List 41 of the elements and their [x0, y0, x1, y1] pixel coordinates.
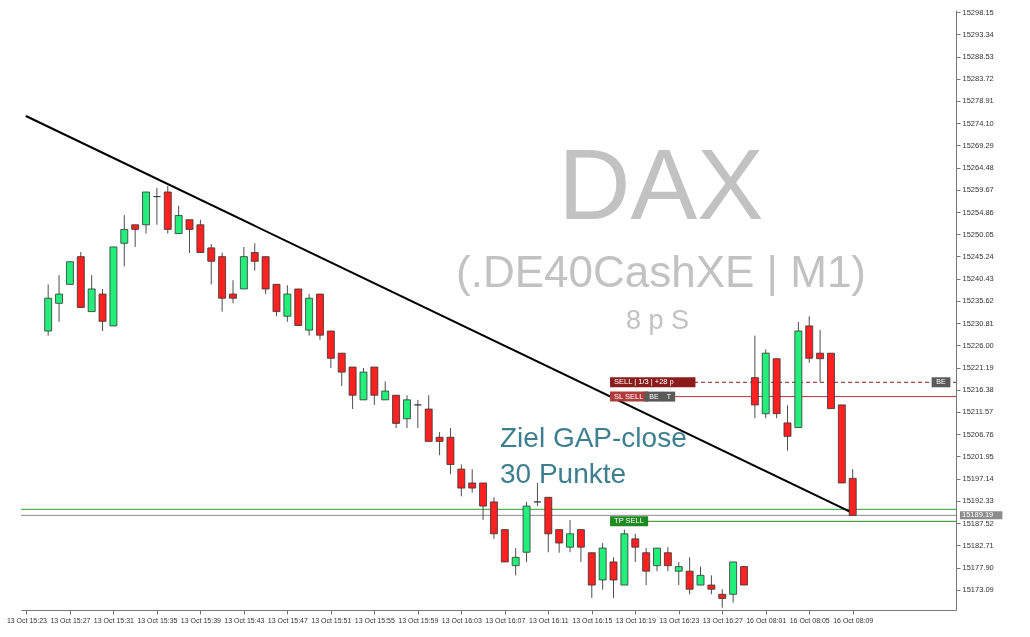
candlestick [816, 329, 824, 383]
candlestick [653, 547, 661, 572]
candlestick [479, 482, 487, 521]
candlestick [609, 556, 618, 599]
candlestick [229, 279, 237, 304]
candlestick [718, 588, 727, 609]
annotation: 8 p S [626, 305, 690, 335]
candlestick [740, 566, 748, 586]
candlestick [642, 547, 651, 586]
text: (.DE40CashXE | M1) [455, 247, 867, 296]
candlestick [337, 352, 346, 387]
candlestick [707, 574, 716, 595]
candlestick [381, 380, 390, 401]
text: DAX [558, 128, 764, 240]
candlestick [413, 399, 422, 429]
candlestick [131, 224, 140, 248]
candlestick [663, 546, 672, 572]
candlestick [533, 482, 542, 507]
candlestick [468, 468, 477, 494]
candlestick [403, 394, 411, 429]
candlestick [55, 274, 63, 323]
candlestick [577, 529, 585, 563]
candlestick [283, 284, 292, 323]
candlestick [250, 242, 259, 272]
candlestick [457, 464, 466, 497]
candlestick [66, 261, 74, 285]
candlestick [207, 243, 216, 285]
candlestick [120, 214, 129, 267]
candlestick [566, 519, 574, 553]
candlestick [174, 205, 183, 235]
candlestick [783, 404, 792, 452]
candlestick [696, 566, 705, 586]
candlestick [631, 533, 640, 563]
candlestick [435, 431, 444, 456]
candlestick [555, 529, 564, 554]
candlestick [87, 274, 96, 313]
candlestick [674, 561, 683, 586]
candlestick [685, 556, 694, 595]
annotation: Ziel GAP-close 30 Punkte [500, 422, 687, 489]
candlestick [185, 219, 194, 254]
candlestick [511, 547, 520, 576]
